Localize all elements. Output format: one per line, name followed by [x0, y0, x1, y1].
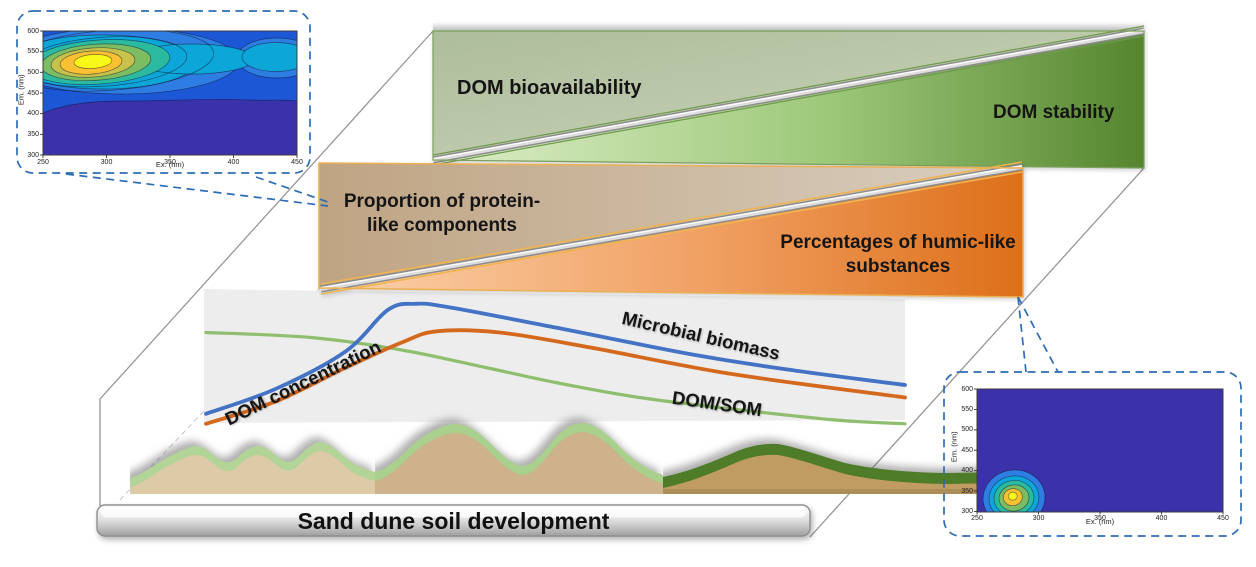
dom-bioavailability-label: DOM bioavailability	[457, 77, 642, 99]
eem2-ylabel: Em. (nm)	[949, 431, 959, 463]
eem-plot2	[974, 388, 1224, 515]
dune-section-middle	[375, 423, 663, 494]
protein-components-label: Proportion of protein-like components	[343, 191, 541, 236]
callout-line-plot2-a	[1017, 296, 1027, 373]
title-bar-graphic	[96, 504, 811, 537]
callout-line-plot2-b	[1017, 296, 1059, 373]
callout-line-plot1-a	[65, 173, 329, 207]
green-wedge-top-fold	[433, 23, 1144, 31]
eem2-ytick: 350	[961, 487, 973, 495]
green-wedge-panel	[432, 23, 1145, 169]
eem2-ytick: 400	[961, 467, 973, 475]
humic-substances-label: Percentages of humic-like substances	[780, 232, 1016, 277]
eem2-ytick: 550	[961, 405, 973, 413]
eem1-ytick: 300	[27, 151, 39, 159]
eem2-xtick: 400	[1155, 515, 1168, 522]
trend-curve-dom-concentration	[204, 328, 907, 426]
trend-curves	[204, 301, 907, 426]
eem1-ytick: 500	[27, 68, 39, 76]
eem-plot2-dashed-border	[943, 371, 1242, 537]
eem1-ylabel: Em. (nm)	[16, 74, 26, 106]
eem1-ytick: 450	[27, 89, 39, 97]
callout-dashed-lines	[16, 10, 1242, 537]
trend-curves-panel	[204, 289, 905, 423]
eem2-xtick: 350	[1094, 515, 1106, 522]
eem2-xlabel: Ex. (nm)	[1085, 517, 1115, 526]
eem1-ytick: 350	[27, 130, 39, 138]
eem2-ytick: 600	[961, 385, 973, 393]
eem2-xtick: 250	[971, 515, 983, 522]
eem1-ytick: 600	[27, 27, 39, 35]
orange-wedge-panel	[318, 161, 1024, 298]
eem1-ytick: 400	[27, 110, 39, 118]
eem-plot1-dashed-border	[16, 10, 311, 174]
eem2-ytick: 450	[961, 446, 973, 454]
figure-title: Sand dune soil development	[297, 508, 610, 534]
trend-curve-microbial-biomass	[204, 301, 907, 416]
trend-curve-dom-som	[204, 330, 907, 426]
perspective-guide-dashed	[119, 161, 432, 501]
eem-plot1	[40, 30, 298, 158]
sand-light	[130, 451, 375, 494]
eem1-xtick: 300	[100, 158, 113, 166]
eem2-xtick: 300	[1032, 515, 1045, 522]
dune-section-young	[130, 442, 375, 494]
eem1-xlabel: Ex. (nm)	[155, 160, 185, 169]
eem2-ytick: 300	[961, 508, 973, 515]
eem1-xtick: 400	[227, 158, 240, 166]
eem2-ytick: 500	[961, 426, 973, 434]
eem2-xtick: 450	[1217, 515, 1229, 522]
callout-line-plot1-b	[255, 176, 329, 203]
eem1-xtick: 350	[164, 158, 176, 166]
eem1-xtick: 450	[291, 158, 303, 166]
sand-dunes	[130, 423, 1124, 494]
eem1-ytick: 550	[27, 48, 39, 56]
dom-stability-label: DOM stability	[993, 102, 1115, 123]
perspective-frame-left	[99, 30, 434, 506]
sand-mid	[375, 432, 663, 494]
eem1-xtick: 250	[37, 158, 49, 166]
